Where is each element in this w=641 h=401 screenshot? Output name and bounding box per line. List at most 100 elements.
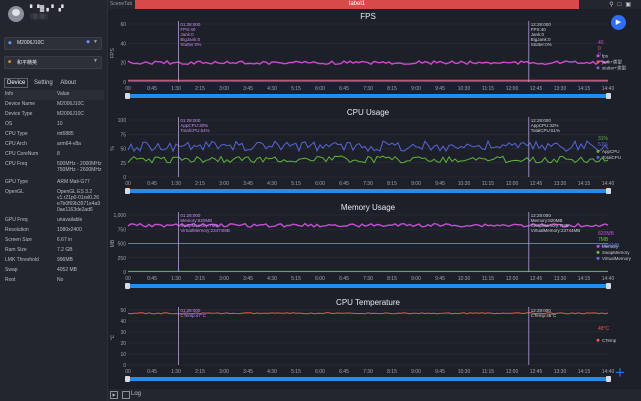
tab-device[interactable]: Device [4, 78, 29, 88]
x-tick-label: 3:00 [219, 276, 229, 282]
top-bar: SceneTab label1 ⚲□▣ [108, 0, 641, 9]
x-tick-label: 5:15 [291, 181, 301, 187]
current-value: 0 [598, 46, 601, 52]
current-value: 7MB [598, 237, 609, 243]
y-tick-label: 60 [120, 22, 126, 28]
range-handle-left[interactable] [125, 376, 130, 382]
window-controls: ⚲□▣ [609, 1, 635, 8]
expand-icon[interactable]: ▶ [110, 391, 118, 399]
cursor-readout: BigJank:0 [180, 37, 200, 42]
y-tick-label: 50 [120, 147, 126, 153]
range-handle-left[interactable] [125, 188, 130, 194]
series-line [127, 222, 609, 228]
range-handle-left[interactable] [125, 283, 130, 289]
cursor-readout: CTemp:48°C [531, 313, 557, 318]
x-tick-label: 11:15 [482, 276, 494, 282]
range-handle-right[interactable] [606, 376, 611, 382]
fullscreen-icon[interactable]: ▣ [625, 2, 635, 8]
device-select[interactable]: ◆ M2006J10C ◆ ▼ [4, 37, 102, 50]
row-key: Resolution [5, 227, 29, 233]
x-tick-label: 3:45 [243, 181, 253, 187]
device-select-value: M2006J10C [17, 40, 44, 46]
table-row: GPU Type ARM Mali-G77 [4, 178, 104, 188]
app-select[interactable]: ■ 和平精英 ▼ [4, 56, 102, 69]
x-tick-label: 00 [125, 276, 131, 282]
legend-marker [596, 54, 600, 58]
y-tick-label: 75 [120, 132, 126, 138]
cursor-readout: FPS:40 [531, 27, 547, 32]
range-handle-right[interactable] [606, 188, 611, 194]
legend-entry: stutter+类型 [602, 65, 627, 72]
range-handle-left[interactable] [125, 93, 130, 99]
y-axis-label: % [110, 146, 116, 151]
avatar[interactable] [8, 6, 24, 22]
x-tick-label: 4:30 [267, 369, 277, 375]
cursor-readout: VirtualMemory:23744MB [531, 228, 580, 233]
device-icon: ◆ [8, 40, 12, 46]
range-scrollbar[interactable] [125, 93, 611, 99]
row-key: LMK Threshold [5, 257, 39, 263]
chart-temp[interactable]: ℃ 50 40 30 20 10 000 0:45 1:30 2:15 3:00 3:45 4:30 5:… [108, 296, 641, 389]
range-handle-right[interactable] [606, 93, 611, 99]
window-icon[interactable]: □ [617, 2, 626, 8]
cursor-readout: VirtualMemory:23474MB [180, 228, 229, 233]
table-row: CPU CoreNum 8 [4, 150, 104, 160]
current-value: 31% [598, 136, 609, 142]
series-line [127, 59, 609, 66]
connect-icon[interactable]: ◆ [86, 39, 90, 45]
log-label: Log [131, 391, 142, 397]
x-tick-label: 14:15 [578, 276, 591, 282]
x-tick-label: 12:45 [530, 86, 543, 92]
table-row: CPU Arch arm64-v8a [4, 140, 104, 150]
x-tick-label: 12:00 [506, 86, 519, 92]
x-tick-label: 14:40 [602, 86, 615, 92]
x-tick-label: 7:30 [363, 181, 373, 187]
x-tick-label: 14:40 [602, 181, 615, 187]
y-axis-label: FPS [110, 47, 116, 57]
log-checkbox[interactable] [122, 391, 130, 399]
x-tick-label: 2:15 [195, 86, 205, 92]
row-value: unavailable [57, 217, 83, 223]
table-row: Device Name M2006J10C [4, 100, 104, 110]
x-tick-label: 7:30 [363, 276, 373, 282]
app-icon: ■ [8, 59, 12, 65]
pin-icon[interactable]: ⚲ [609, 2, 618, 8]
x-tick-label: 6:45 [339, 369, 349, 375]
row-value: 10 [57, 121, 63, 127]
x-tick-label: 9:00 [411, 181, 421, 187]
range-handle-right[interactable] [606, 283, 611, 289]
chart-memory[interactable]: MB 1,000 750 500 250 000 0:45 1:30 2:15 3:00 3:45 4… [108, 201, 641, 296]
add-button[interactable]: + [615, 363, 625, 383]
x-tick-label: 0:45 [147, 86, 157, 92]
row-value: 7.2 GB [57, 247, 73, 253]
panel-temp: CPU Temperature ℃ 50 40 30 20 10 0 00 0:45 1:30 2:1… [108, 296, 641, 389]
x-tick-label: 0:45 [147, 369, 157, 375]
play-button[interactable]: ▶ [611, 15, 626, 30]
x-tick-label: 12:45 [530, 276, 543, 282]
range-scrollbar[interactable] [125, 376, 611, 382]
tab-about[interactable]: About [60, 80, 77, 86]
table-row: Swap 4052 MB [4, 266, 104, 276]
cursor-readout: CTemp:47°C [180, 313, 206, 318]
cursor-readout: Jank:0 [180, 32, 194, 37]
range-scrollbar[interactable] [125, 188, 611, 194]
panel-title: FPS [360, 12, 376, 21]
cursor-readout: BigJank:0 [531, 37, 551, 42]
chart-cpu[interactable]: % 100 75 50 25 000 0:45 1:30 2:15 3:00 3:45 4:30 5:1… [108, 106, 641, 201]
y-tick-label: 50 [120, 308, 126, 314]
scene-tab[interactable]: SceneTab [110, 1, 133, 7]
x-tick-label: 0:45 [147, 181, 157, 187]
legend-marker [596, 250, 600, 254]
y-tick-label: 20 [120, 61, 126, 67]
cursor-readout: 01:28:000 [180, 213, 201, 218]
range-scrollbar[interactable] [125, 283, 611, 289]
legend-marker [596, 60, 600, 64]
legend-entry: TotalCPU [602, 155, 621, 160]
tab-setting[interactable]: Setting [34, 80, 53, 86]
y-tick-label: 25 [120, 161, 126, 167]
panel-title: CPU Temperature [336, 298, 400, 307]
label-bar[interactable]: label1 [135, 0, 579, 9]
cursor-readout: Stutter:0% [180, 42, 201, 47]
x-tick-label: 6:45 [339, 181, 349, 187]
